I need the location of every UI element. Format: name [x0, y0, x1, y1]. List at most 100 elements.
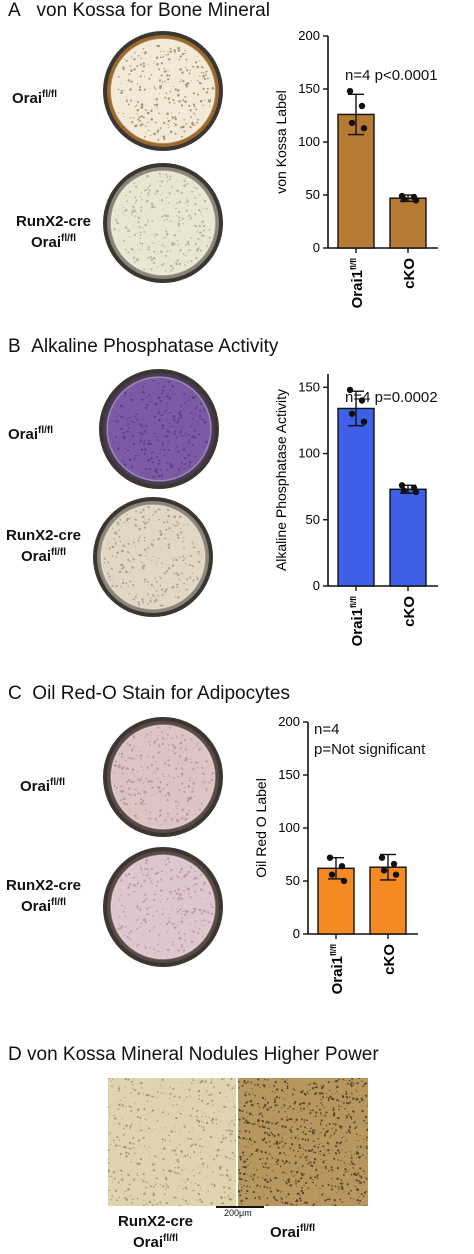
- panel-b-title-text: Alkaline Phosphatase Activity: [31, 336, 279, 357]
- data-point: [358, 397, 366, 404]
- dish-speckles: [112, 726, 214, 826]
- dish-highlight: [106, 376, 212, 482]
- data-point: [380, 867, 388, 874]
- data-point: [400, 196, 408, 203]
- panel-c-title: C Oil Red-O Stain for Adipocytes: [8, 683, 290, 705]
- dish-a-top: [103, 31, 223, 151]
- data-point: [392, 871, 400, 878]
- data-point: [400, 487, 408, 494]
- micrograph-orai-flfl: [238, 1078, 368, 1206]
- stat-a: n=4 p<0.0001: [345, 67, 438, 84]
- data-point: [412, 488, 420, 496]
- scale-bar-label: 200μm: [224, 1208, 252, 1218]
- y-tick-label: 0: [313, 240, 320, 255]
- dish-speckles: [103, 506, 203, 607]
- dish-highlight: [110, 724, 216, 830]
- panel-a-letter: A: [8, 0, 21, 21]
- bar: [389, 488, 427, 587]
- y-tick-label: 100: [278, 820, 300, 835]
- y-tick-label: 50: [286, 873, 300, 888]
- panel-c-letter: C: [8, 683, 22, 704]
- stat-b: n=4 p=0.0002: [345, 389, 438, 406]
- panel-d-title-text: von Kossa Mineral Nodules Higher Power: [27, 1044, 379, 1065]
- dish-a-bottom: [103, 163, 223, 283]
- panel-a-title: A von Kossa for Bone Mineral: [8, 0, 270, 22]
- sample-label-c-top: Oraifl/fl: [20, 777, 66, 795]
- x-tick-label: Orai1fl/fl: [349, 596, 366, 646]
- sample-label-a-top: Oraifl/fl: [12, 89, 58, 107]
- dish-speckles: [113, 172, 211, 272]
- micrograph-speckles: [238, 1078, 368, 1206]
- dish-c-top: [103, 717, 223, 837]
- sample-label-b-bottom: RunX2-cre Oraifl/fl: [6, 527, 82, 566]
- x-tick-label: cKO: [381, 944, 398, 975]
- data-point: [412, 197, 420, 204]
- data-point: [358, 102, 366, 110]
- micrograph-field: [108, 1078, 236, 1206]
- data-point: [328, 871, 336, 878]
- dish-c-bottom: [103, 847, 223, 967]
- x-tick-label: cKO: [401, 258, 418, 289]
- data-point: [398, 482, 406, 489]
- data-point: [348, 410, 356, 417]
- micrograph-field: [238, 1078, 368, 1206]
- dish-highlight: [110, 854, 216, 960]
- micrograph-runx2-cre: [108, 1078, 236, 1206]
- dish-b-top: [99, 369, 219, 489]
- y-tick-label: 0: [293, 926, 300, 941]
- dish-well: [111, 725, 215, 829]
- data-point: [378, 854, 386, 861]
- x-tick-label: Orai1fl/fl: [349, 258, 366, 308]
- y-tick-label: 50: [306, 512, 320, 527]
- y-tick-label: 150: [298, 81, 320, 96]
- dish-highlight: [100, 504, 206, 610]
- data-point: [390, 860, 398, 868]
- panel-d-letter: D: [8, 1044, 22, 1065]
- sample-label-c-bottom: RunX2-cre Oraifl/fl: [6, 877, 82, 916]
- sample-label-a-bottom: RunX2-cre Oraifl/fl: [16, 213, 92, 252]
- dish-speckles: [117, 44, 215, 141]
- data-point: [348, 119, 356, 127]
- panel-b-letter: B: [8, 336, 21, 357]
- panel-d-title: D von Kossa Mineral Nodules Higher Power: [8, 1044, 379, 1066]
- x-tick-label: cKO: [401, 596, 418, 627]
- y-tick-label: 150: [278, 767, 300, 782]
- data-point: [360, 125, 368, 132]
- panel-a-title-text: von Kossa for Bone Mineral: [36, 0, 270, 21]
- y-tick-label: 200: [298, 28, 320, 43]
- bar: [389, 197, 427, 249]
- sample-label-d-right: Oraifl/fl: [270, 1223, 316, 1241]
- data-point: [326, 854, 334, 861]
- y-tick-label: 50: [306, 187, 320, 202]
- dish-well: [111, 39, 215, 143]
- y-tick-label: 100: [298, 134, 320, 149]
- dish-b-bottom: [93, 497, 213, 617]
- chart-b: Alkaline Phosphatase Activity 0 50 100 150 Or…: [270, 366, 460, 671]
- chart-c: Oil Red O Label 0 50 100 150 200 Orai1fl/fl cKO: [250, 714, 440, 1019]
- dish-well: [111, 855, 215, 959]
- dish-well: [111, 171, 215, 275]
- data-point: [340, 877, 348, 885]
- sample-label-b-top: Oraifl/fl: [8, 425, 54, 443]
- scale-bar: [216, 1206, 264, 1208]
- stat-c: n=4 p=Not significant: [314, 721, 426, 758]
- bar: [337, 407, 375, 587]
- bar: [337, 113, 375, 249]
- dish-highlight: [110, 170, 216, 276]
- data-point: [346, 87, 354, 95]
- data-point: [346, 386, 354, 394]
- data-point: [338, 862, 346, 870]
- micrograph-speckles: [108, 1078, 236, 1206]
- y-tick-label: 200: [278, 714, 300, 729]
- dish-speckles: [112, 857, 214, 954]
- data-point: [360, 418, 368, 425]
- y-axis-label: von Kossa Label: [273, 90, 289, 194]
- panel-c-title-text: Oil Red-O Stain for Adipocytes: [32, 683, 290, 704]
- y-axis-label: Alkaline Phosphatase Activity: [273, 389, 289, 571]
- chart-a: von Kossa Label 0 50 100 150 200 Orai1fl/fl cKO: [270, 28, 460, 333]
- y-axis-label: Oil Red O Label: [253, 778, 269, 878]
- y-tick-label: 0: [313, 578, 320, 593]
- y-tick-label: 100: [298, 446, 320, 461]
- dish-speckles: [109, 379, 208, 479]
- y-tick-label: 150: [298, 379, 320, 394]
